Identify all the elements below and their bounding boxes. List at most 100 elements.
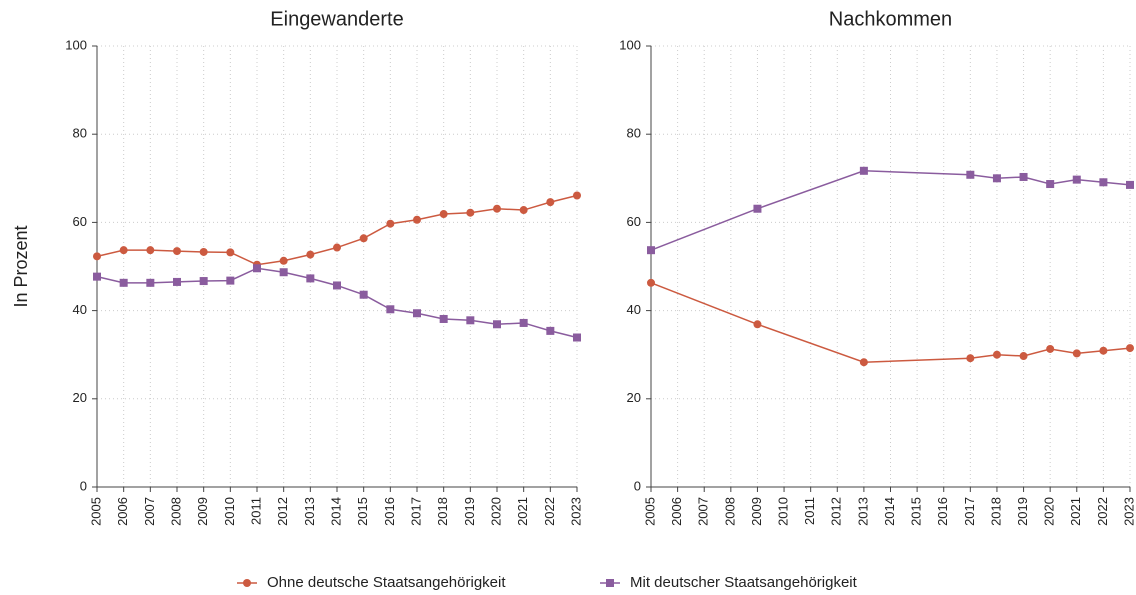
x-tick-label: 2016	[935, 497, 950, 526]
marker	[119, 278, 128, 287]
x-tick-label: 2017	[962, 497, 977, 526]
x-tick-label: 2022	[542, 497, 557, 526]
marker	[413, 215, 421, 224]
y-tick-label: 60	[627, 214, 641, 229]
marker	[1019, 172, 1028, 181]
x-tick-label: 2023	[568, 497, 583, 526]
marker	[647, 246, 655, 255]
marker	[859, 166, 868, 175]
x-tick-label: 2018	[435, 497, 450, 526]
x-tick-label: 2008	[168, 497, 183, 526]
legend-marker	[606, 579, 614, 587]
x-tick-label: 2012	[275, 497, 290, 526]
x-tick-label: 2021	[515, 497, 530, 526]
x-tick-label: 2011	[802, 497, 817, 525]
x-tick-label: 2023	[1121, 497, 1136, 526]
marker	[226, 248, 235, 257]
x-tick-label: 2005	[88, 497, 103, 526]
x-tick-label: 2009	[749, 497, 764, 526]
x-tick-label: 2013	[302, 497, 317, 526]
marker	[1046, 344, 1055, 353]
marker	[173, 247, 181, 256]
marker	[173, 277, 181, 286]
marker	[359, 290, 368, 299]
y-tick-label: 100	[65, 37, 87, 52]
marker	[1072, 349, 1081, 358]
marker	[466, 316, 475, 325]
y-tick-label: 100	[619, 37, 641, 52]
x-tick-label: 2007	[142, 497, 157, 526]
marker	[306, 250, 315, 259]
marker	[1046, 180, 1055, 189]
legend-label: Ohne deutsche Staatsangehörigkeit	[267, 574, 506, 591]
x-tick-label: 2020	[1042, 497, 1057, 526]
x-tick-label: 2021	[1068, 497, 1083, 526]
marker	[546, 198, 555, 207]
marker	[992, 174, 1001, 183]
x-tick-label: 2013	[855, 497, 870, 526]
y-tick-label: 80	[627, 126, 641, 141]
y-tick-label: 0	[634, 478, 641, 493]
marker	[546, 326, 555, 335]
x-tick-label: 2019	[1015, 497, 1030, 526]
marker	[493, 204, 501, 213]
series-line	[650, 282, 1131, 363]
marker	[146, 278, 155, 287]
y-tick-label: 60	[73, 214, 87, 229]
marker	[573, 333, 581, 342]
marker	[493, 320, 501, 329]
marker	[1126, 344, 1134, 353]
x-tick-label: 2011	[248, 497, 263, 525]
marker	[1099, 346, 1108, 355]
x-tick-label: 2016	[382, 497, 397, 526]
y-tick-label: 40	[73, 302, 87, 317]
x-tick-label: 2007	[696, 497, 711, 526]
x-tick-label: 2020	[488, 497, 503, 526]
marker	[306, 274, 315, 283]
marker	[1126, 180, 1134, 189]
x-tick-label: 2008	[722, 497, 737, 526]
x-tick-label: 2019	[462, 497, 477, 526]
x-tick-label: 2017	[408, 497, 423, 526]
marker	[199, 277, 208, 286]
x-tick-label: 2015	[355, 497, 370, 526]
marker	[386, 305, 395, 314]
marker	[333, 243, 341, 252]
x-tick-label: 2010	[775, 497, 790, 526]
marker	[413, 309, 421, 318]
panel-title: Nachkommen	[829, 8, 952, 30]
x-tick-label: 2018	[988, 497, 1003, 526]
x-tick-label: 2006	[115, 497, 130, 526]
marker	[466, 208, 475, 217]
marker	[966, 170, 975, 179]
marker	[859, 358, 868, 367]
marker	[573, 191, 581, 200]
marker	[226, 276, 235, 285]
x-tick-label: 2009	[195, 497, 210, 526]
marker	[386, 219, 395, 228]
marker	[647, 278, 655, 287]
legend-marker	[243, 579, 251, 587]
marker	[93, 272, 101, 281]
y-tick-label: 20	[73, 390, 87, 405]
marker	[753, 204, 762, 213]
marker	[1072, 175, 1081, 184]
x-tick-label: 2022	[1095, 497, 1110, 526]
marker	[279, 256, 288, 265]
x-tick-label: 2014	[882, 497, 897, 526]
x-tick-label: 2015	[909, 497, 924, 526]
y-tick-label: 0	[80, 478, 87, 493]
x-tick-label: 2014	[328, 497, 343, 526]
series-line	[650, 170, 1131, 251]
marker	[519, 318, 528, 327]
marker	[753, 320, 762, 329]
marker	[253, 264, 261, 273]
panel-title: Eingewanderte	[270, 8, 403, 30]
marker	[359, 234, 368, 243]
marker	[966, 354, 975, 363]
marker	[93, 252, 101, 261]
marker	[1099, 178, 1108, 187]
marker	[992, 350, 1001, 359]
marker	[279, 268, 288, 277]
marker	[439, 210, 448, 219]
